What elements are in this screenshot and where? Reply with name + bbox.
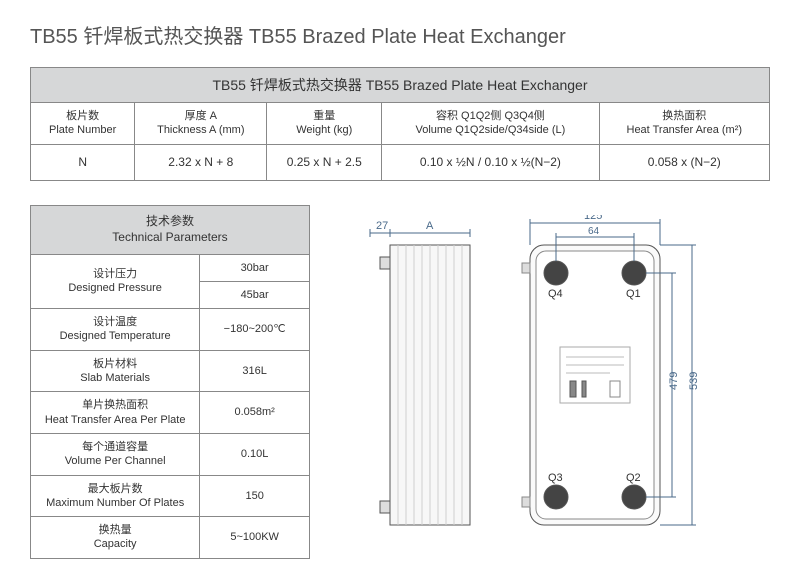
- dim-64: 64: [588, 226, 600, 237]
- param-area-per-plate: 单片换热面积 Heat Transfer Area Per Plate: [31, 392, 200, 434]
- val-vol-channel: 0.10L: [200, 433, 310, 475]
- label-en: Capacity: [35, 537, 195, 551]
- port-q4: Q4: [548, 288, 563, 300]
- label-en: Heat Transfer Area: [627, 124, 719, 136]
- val-thickness: 2.32 x N + 8: [135, 144, 267, 181]
- label-en: Weight: [296, 124, 330, 136]
- label-en: Technical Parameters: [31, 230, 309, 246]
- diagram-svg: 27 A Q4 Q1 Q3: [350, 215, 750, 545]
- label-en: Volume Q1Q2side/Q34side: [415, 124, 548, 136]
- port-q1: Q1: [626, 288, 641, 300]
- col-weight: 重量 Weight (kg): [267, 103, 382, 145]
- val-max-plates: 150: [200, 475, 310, 517]
- label-en: Volume Per Channel: [35, 454, 195, 468]
- label-en: Plate Number: [35, 123, 130, 137]
- val-area: 0.058 x (N−2): [599, 144, 769, 181]
- dim-A: A: [426, 220, 434, 232]
- param-material: 板片材料 Slab Materials: [31, 350, 200, 392]
- label-en: Heat Transfer Area Per Plate: [35, 413, 195, 427]
- label-cn: 单片换热面积: [35, 398, 195, 412]
- label-en: Thickness A: [157, 124, 216, 136]
- port-q2: Q2: [626, 472, 641, 484]
- unit: (L): [552, 124, 565, 136]
- param-pressure: 设计压力 Designed Pressure: [31, 254, 200, 309]
- label-cn: 板片数: [35, 109, 130, 123]
- param-max-plates: 最大板片数 Maximum Number Of Plates: [31, 475, 200, 517]
- front-view: Q4 Q1 Q3 Q2: [522, 215, 700, 525]
- dim-539: 539: [688, 372, 700, 390]
- param-temperature: 设计温度 Designed Temperature: [31, 309, 200, 351]
- val-weight: 0.25 x N + 2.5: [267, 144, 382, 181]
- label-en: Designed Temperature: [35, 329, 195, 343]
- val-plate-number: N: [31, 144, 135, 181]
- label-cn: 容积 Q1Q2侧 Q3Q4侧: [386, 109, 594, 123]
- label-cn: 重量: [271, 109, 377, 123]
- dim-125: 125: [584, 215, 602, 222]
- label-cn: 板片材料: [35, 357, 195, 371]
- technical-diagram: 27 A Q4 Q1 Q3: [350, 205, 770, 558]
- tech-params-header: 技术参数 Technical Parameters: [31, 206, 310, 254]
- unit: (m²): [722, 124, 742, 136]
- tech-params-table: 技术参数 Technical Parameters 设计压力 Designed …: [30, 205, 310, 558]
- val-capacity: 5~100KW: [200, 517, 310, 559]
- dim-479: 479: [668, 372, 680, 390]
- page-title: TB55 钎焊板式热交换器 TB55 Brazed Plate Heat Exc…: [30, 20, 770, 49]
- label-cn: 换热量: [35, 523, 195, 537]
- dim-27: 27: [376, 220, 388, 232]
- val-area-per-plate: 0.058m²: [200, 392, 310, 434]
- unit: (kg): [333, 124, 352, 136]
- col-thickness: 厚度 A Thickness A (mm): [135, 103, 267, 145]
- label-cn: 最大板片数: [35, 482, 195, 496]
- label-cn: 换热面积: [604, 109, 765, 123]
- col-area: 换热面积 Heat Transfer Area (m²): [599, 103, 769, 145]
- unit: (mm): [219, 124, 245, 136]
- label-cn: 技术参数: [31, 214, 309, 230]
- spec-table-header: TB55 钎焊板式热交换器 TB55 Brazed Plate Heat Exc…: [31, 68, 770, 103]
- port-q3: Q3: [548, 472, 563, 484]
- spec-table-main: TB55 钎焊板式热交换器 TB55 Brazed Plate Heat Exc…: [30, 67, 770, 181]
- label-cn: 每个通道容量: [35, 440, 195, 454]
- label-en: Slab Materials: [35, 371, 195, 385]
- label-en: Maximum Number Of Plates: [35, 496, 195, 510]
- side-view: 27 A: [370, 220, 470, 525]
- val-volume: 0.10 x ½N / 0.10 x ½(N−2): [382, 144, 599, 181]
- val-pressure-1: 30bar: [200, 254, 310, 281]
- val-material: 316L: [200, 350, 310, 392]
- col-plate-number: 板片数 Plate Number: [31, 103, 135, 145]
- param-vol-channel: 每个通道容量 Volume Per Channel: [31, 433, 200, 475]
- label-cn: 厚度 A: [139, 109, 262, 123]
- col-volume: 容积 Q1Q2侧 Q3Q4侧 Volume Q1Q2side/Q34side (…: [382, 103, 599, 145]
- val-temperature: −180~200℃: [200, 309, 310, 351]
- label-cn: 设计温度: [35, 315, 195, 329]
- label-en: Designed Pressure: [35, 281, 195, 295]
- label-cn: 设计压力: [35, 267, 195, 281]
- val-pressure-2: 45bar: [200, 281, 310, 308]
- param-capacity: 换热量 Capacity: [31, 517, 200, 559]
